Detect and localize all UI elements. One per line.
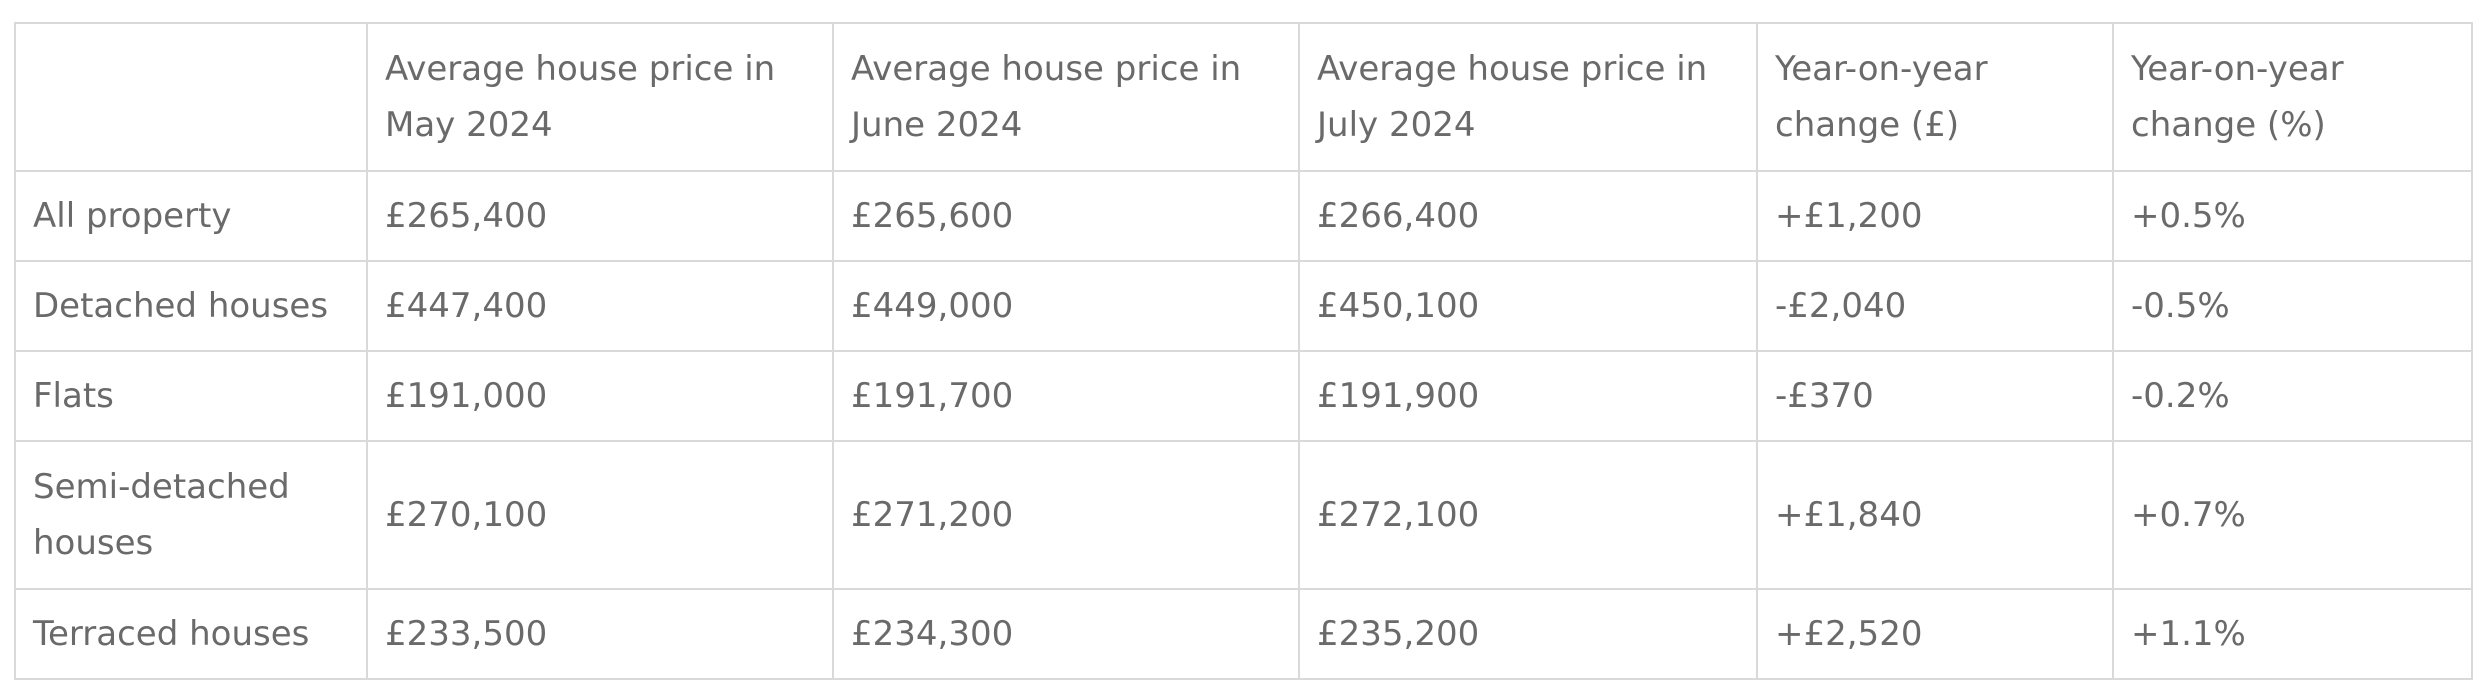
row-label: Flats bbox=[14, 350, 368, 442]
cell-june: £191,700 bbox=[832, 350, 1300, 442]
header-empty bbox=[14, 22, 368, 172]
cell-may: £447,400 bbox=[366, 260, 834, 352]
cell-may: £265,400 bbox=[366, 170, 834, 262]
cell-may: £191,000 bbox=[366, 350, 834, 442]
cell-july: £450,100 bbox=[1298, 260, 1758, 352]
cell-july: £272,100 bbox=[1298, 440, 1758, 590]
cell-change-gbp: +£2,520 bbox=[1756, 588, 2114, 680]
header-july-2024: Average house price in July 2024 bbox=[1298, 22, 1758, 172]
header-may-2024: Average house price in May 2024 bbox=[366, 22, 834, 172]
cell-may: £233,500 bbox=[366, 588, 834, 680]
cell-june: £234,300 bbox=[832, 588, 1300, 680]
table-header-row: Average house price in May 2024 Average … bbox=[14, 22, 2473, 172]
cell-change-pct: -0.5% bbox=[2112, 260, 2473, 352]
cell-july: £235,200 bbox=[1298, 588, 1758, 680]
cell-change-pct: +0.7% bbox=[2112, 440, 2473, 590]
cell-change-pct: -0.2% bbox=[2112, 350, 2473, 442]
cell-july: £266,400 bbox=[1298, 170, 1758, 262]
cell-change-gbp: -£370 bbox=[1756, 350, 2114, 442]
cell-june: £265,600 bbox=[832, 170, 1300, 262]
table-row: Flats £191,000 £191,700 £191,900 -£370 -… bbox=[14, 350, 2473, 442]
header-june-2024: Average house price in June 2024 bbox=[832, 22, 1300, 172]
row-label: All property bbox=[14, 170, 368, 262]
cell-change-pct: +0.5% bbox=[2112, 170, 2473, 262]
cell-change-gbp: +£1,840 bbox=[1756, 440, 2114, 590]
cell-may: £270,100 bbox=[366, 440, 834, 590]
cell-change-gbp: +£1,200 bbox=[1756, 170, 2114, 262]
cell-change-gbp: -£2,040 bbox=[1756, 260, 2114, 352]
row-label: Semi-detached houses bbox=[14, 440, 368, 590]
header-yoy-change-gbp: Year-on-year change (£) bbox=[1756, 22, 2114, 172]
cell-change-pct: +1.1% bbox=[2112, 588, 2473, 680]
table-row: Semi-detached houses £270,100 £271,200 £… bbox=[14, 440, 2473, 590]
header-yoy-change-pct: Year-on-year change (%) bbox=[2112, 22, 2473, 172]
table-row: All property £265,400 £265,600 £266,400 … bbox=[14, 170, 2473, 262]
table-row: Detached houses £447,400 £449,000 £450,1… bbox=[14, 260, 2473, 352]
row-label: Detached houses bbox=[14, 260, 368, 352]
table-row: Terraced houses £233,500 £234,300 £235,2… bbox=[14, 588, 2473, 680]
house-price-table: Average house price in May 2024 Average … bbox=[14, 22, 2473, 680]
cell-june: £449,000 bbox=[832, 260, 1300, 352]
row-label: Terraced houses bbox=[14, 588, 368, 680]
cell-june: £271,200 bbox=[832, 440, 1300, 590]
cell-july: £191,900 bbox=[1298, 350, 1758, 442]
